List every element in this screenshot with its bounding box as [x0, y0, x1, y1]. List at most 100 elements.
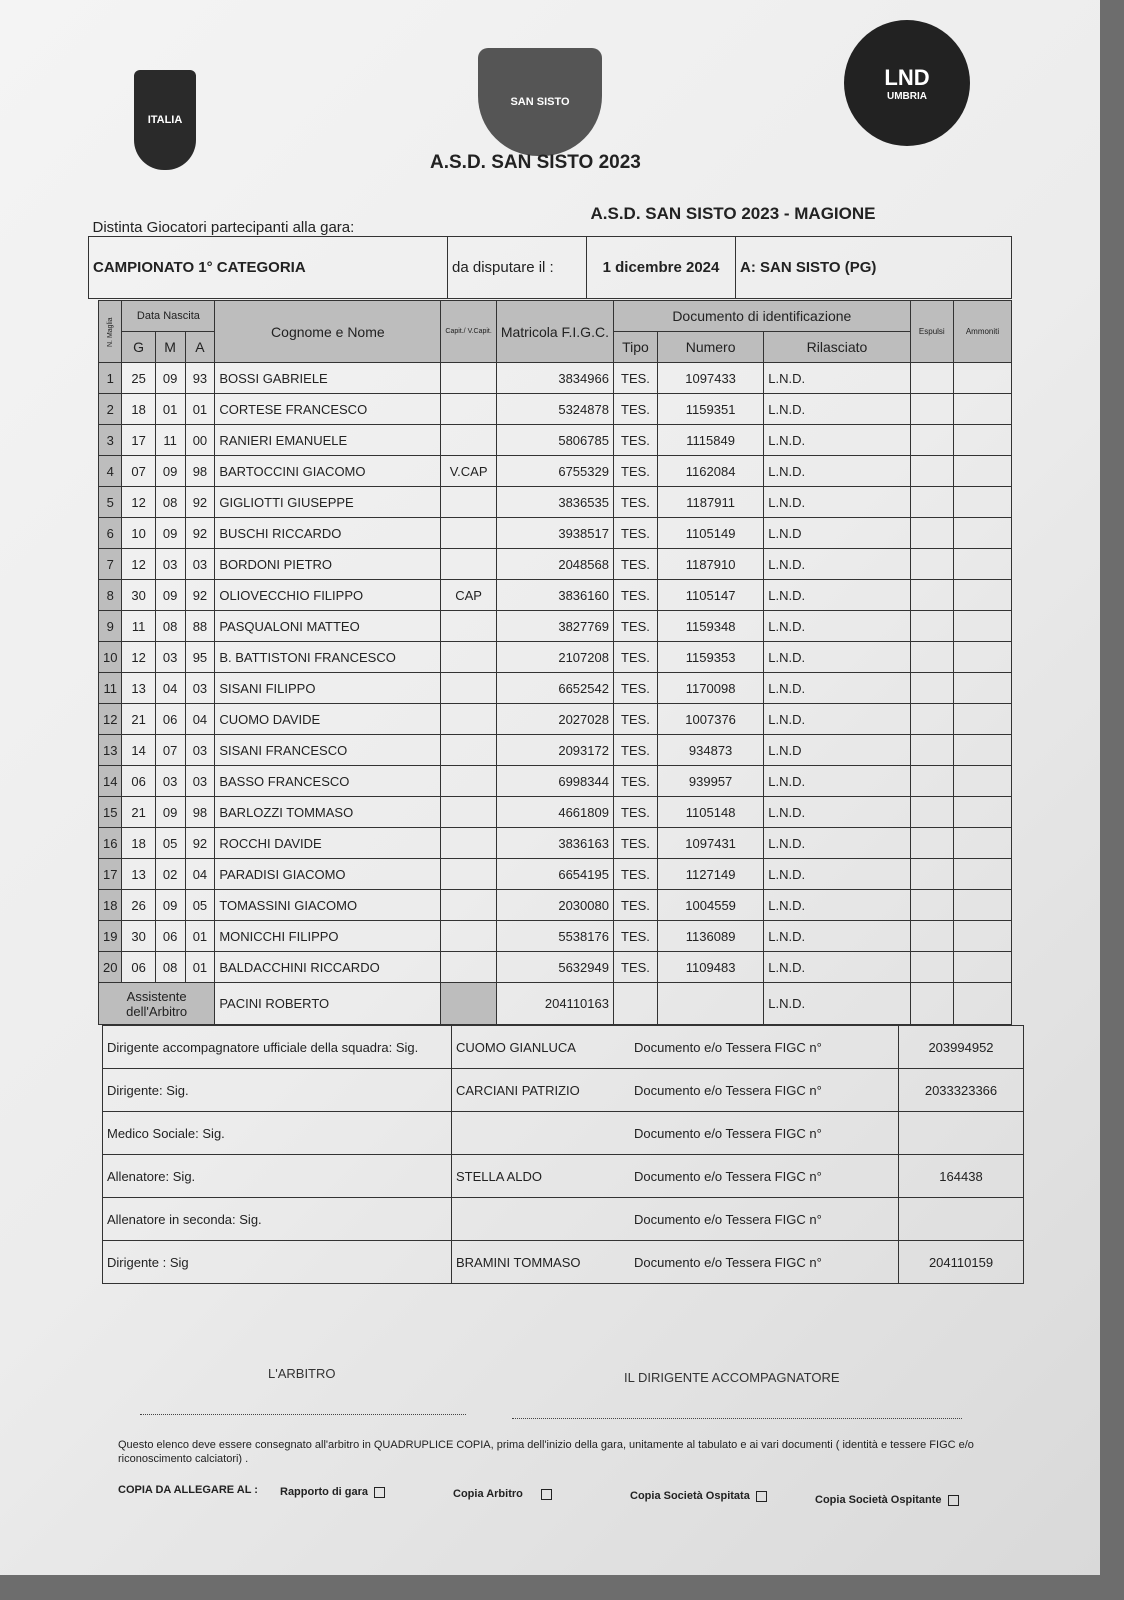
player-row: 9 11 08 88 PASQUALONI MATTEO 3827769 TES. 11593…: [97, 610, 1013, 642]
espulsi-cell: [909, 765, 954, 797]
player-row: 17 13 02 04 PARADISI GIACOMO 6654195 TES. 11271…: [97, 858, 1013, 890]
doc-number: 1170098: [656, 672, 765, 704]
birth-month: 09: [154, 579, 186, 611]
checkbox[interactable]: [755, 1490, 767, 1502]
checkbox[interactable]: [540, 1488, 552, 1500]
birth-year: 04: [184, 703, 216, 735]
option-rapporto[interactable]: Rapporto di gara: [280, 1486, 386, 1498]
player-row: 3 17 11 00 RANIERI EMANUELE 5806785 TES. 111584…: [97, 424, 1013, 456]
ammoniti-cell: [952, 486, 1013, 518]
doc-number: 1105147: [656, 579, 765, 611]
shirt-number: 4: [97, 455, 123, 487]
birth-day: 12: [121, 641, 156, 673]
doc-type: TES.: [612, 858, 658, 890]
shirt-number: 9: [97, 610, 123, 642]
captain-mark: [440, 424, 497, 456]
doc-number: 1115849: [656, 424, 765, 456]
ammoniti-cell: [952, 796, 1013, 828]
player-name: RANIERI EMANUELE: [214, 424, 442, 456]
shirt-number: 2: [97, 393, 123, 425]
player-name: BORDONI PIETRO: [214, 548, 442, 580]
staff-role: Allenatore in seconda: Sig.: [102, 1197, 452, 1241]
player-row: 20 06 08 01 BALDACCHINI RICCARDO 5632949 TES. 1…: [97, 951, 1013, 983]
staff-name: [451, 1111, 630, 1155]
checkbox[interactable]: [374, 1486, 386, 1498]
shirt-number: 10: [97, 641, 123, 673]
player-name: B. BATTISTONI FRANCESCO: [214, 641, 442, 673]
birth-day: 10: [121, 517, 156, 549]
doc-type: TES.: [612, 517, 658, 549]
captain-mark: [440, 951, 497, 983]
option-ospitata[interactable]: Copia Società Ospitata: [630, 1490, 767, 1502]
captain-mark: [440, 548, 497, 580]
espulsi-cell: [909, 858, 954, 890]
matricola: 6998344: [495, 765, 614, 797]
staff-doc-label: Documento e/o Tessera FIGC n°: [630, 1197, 899, 1241]
match-info-table: Distinta Giocatori partecipanti alla gar…: [88, 192, 1012, 299]
staff-name: STELLA ALDO: [451, 1154, 630, 1198]
player-name: BUSCHI RICCARDO: [214, 517, 442, 549]
staff-doc-number: [898, 1197, 1024, 1241]
checkbox[interactable]: [947, 1494, 959, 1506]
captain-mark: [440, 672, 497, 704]
staff-doc-number: 203994952: [898, 1025, 1024, 1069]
birth-month: 03: [154, 548, 186, 580]
player-name: BALDACCHINI RICCARDO: [214, 951, 442, 983]
match-name: A.S.D. SAN SISTO 2023 - MAGIONE: [586, 192, 1012, 237]
staff-doc-number: 2033323366: [898, 1068, 1024, 1112]
option-copia-arbitro[interactable]: Copia Arbitro: [453, 1488, 552, 1500]
shirt-number: 8: [97, 579, 123, 611]
birth-month: 09: [154, 517, 186, 549]
venue: A: SAN SISTO (PG): [735, 235, 1012, 299]
captain-mark: [440, 765, 497, 797]
shirt-number: 5: [97, 486, 123, 518]
birth-year: 98: [184, 796, 216, 828]
birth-day: 30: [121, 920, 156, 952]
lnd-logo-text: LND: [884, 64, 930, 90]
birth-month: 07: [154, 734, 186, 766]
staff-role: Allenatore: Sig.: [102, 1154, 452, 1198]
san-sisto-logo: SAN SISTO: [478, 48, 602, 156]
birth-year: 01: [184, 920, 216, 952]
player-name: PARADISI GIACOMO: [214, 858, 442, 890]
captain-mark: CAP: [440, 579, 497, 611]
matricola: 3827769: [495, 610, 614, 642]
assistant-name: PACINI ROBERTO: [214, 982, 442, 1025]
col-espulsi: Espulsi: [909, 300, 954, 363]
matricola: 6654195: [495, 858, 614, 890]
birth-day: 25: [121, 362, 156, 394]
referee-signature-line[interactable]: [140, 1414, 466, 1415]
birth-year: 03: [184, 548, 216, 580]
manager-signature-label: IL DIRIGENTE ACCOMPAGNATORE: [624, 1370, 840, 1385]
doc-type: TES.: [612, 393, 658, 425]
assistant-matricola: 204110163: [495, 982, 614, 1025]
ammoniti-cell: [952, 393, 1013, 425]
birth-day: 30: [121, 579, 156, 611]
player-name: ROCCHI DAVIDE: [214, 827, 442, 859]
ammoniti-cell: [952, 424, 1013, 456]
doc-type: TES.: [612, 796, 658, 828]
doc-number: 1159348: [656, 610, 765, 642]
espulsi-cell: [909, 703, 954, 735]
captain-mark: [440, 827, 497, 859]
doc-issuer: L.N.D: [763, 517, 911, 549]
birth-year: 93: [184, 362, 216, 394]
captain-mark: [440, 889, 497, 921]
player-row: 14 06 03 03 BASSO FRANCESCO 6998344 TES. 939957…: [97, 765, 1013, 797]
birth-day: 06: [121, 765, 156, 797]
col-numero: Numero: [656, 331, 765, 363]
option-ospitante[interactable]: Copia Società Ospitante: [815, 1494, 959, 1506]
doc-type: TES.: [612, 486, 658, 518]
shirt-number: 1: [97, 362, 123, 394]
espulsi-cell: [909, 424, 954, 456]
birth-day: 21: [121, 796, 156, 828]
matricola: 5324878: [495, 393, 614, 425]
doc-type: TES.: [612, 703, 658, 735]
shirt-number: 14: [97, 765, 123, 797]
doc-number: 1105148: [656, 796, 765, 828]
doc-number: 934873: [656, 734, 765, 766]
birth-month: 06: [154, 703, 186, 735]
player-row: 16 18 05 92 ROCCHI DAVIDE 3836163 TES. 1097431 L…: [97, 827, 1013, 859]
player-row: 8 30 09 92 OLIOVECCHIO FILIPPO CAP 3836160 TES.…: [97, 579, 1013, 611]
manager-signature-line[interactable]: [512, 1418, 962, 1419]
